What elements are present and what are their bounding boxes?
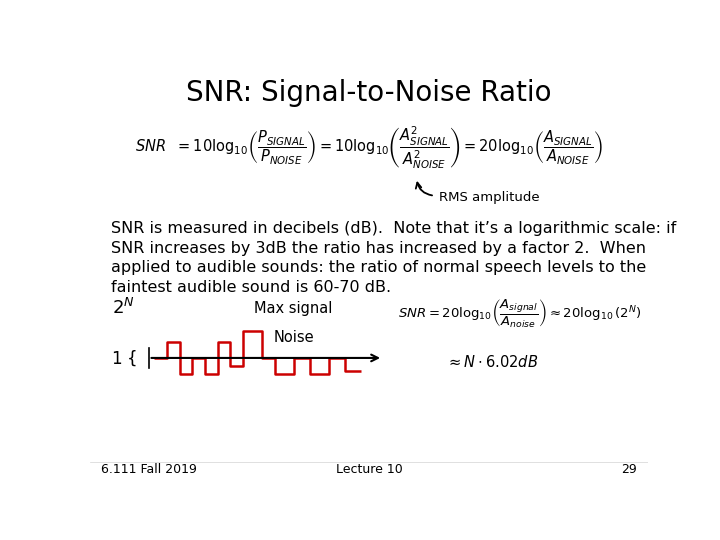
Text: $\mathit{SNR} = 20\log_{10}\!\left(\dfrac{A_{\mathit{signal}}}{A_{\mathit{noise}: $\mathit{SNR} = 20\log_{10}\!\left(\dfra…: [398, 298, 642, 330]
Text: SNR: Signal-to-Noise Ratio: SNR: Signal-to-Noise Ratio: [186, 79, 552, 107]
Text: 29: 29: [621, 463, 637, 476]
Text: Noise: Noise: [274, 329, 314, 345]
Text: Lecture 10: Lecture 10: [336, 463, 402, 476]
Text: RMS amplitude: RMS amplitude: [438, 191, 539, 204]
Text: Max signal: Max signal: [254, 301, 333, 315]
Text: $\mathit{SNR}\ \ =10\log_{10}\!\left(\dfrac{P_{\mathit{SIGNAL}}}{P_{\mathit{NOIS: $\mathit{SNR}\ \ =10\log_{10}\!\left(\df…: [135, 125, 603, 171]
Text: $\approx N \cdot 6.02\mathit{dB}$: $\approx N \cdot 6.02\mathit{dB}$: [446, 354, 538, 370]
Text: $2^{N}$: $2^{N}$: [112, 298, 135, 318]
Text: 6.111 Fall 2019: 6.111 Fall 2019: [101, 463, 197, 476]
Text: SNR is measured in decibels (dB).  Note that it’s a logarithmic scale: if
SNR in: SNR is measured in decibels (dB). Note t…: [111, 221, 677, 295]
Text: $1\ \{$: $1\ \{$: [111, 348, 138, 368]
